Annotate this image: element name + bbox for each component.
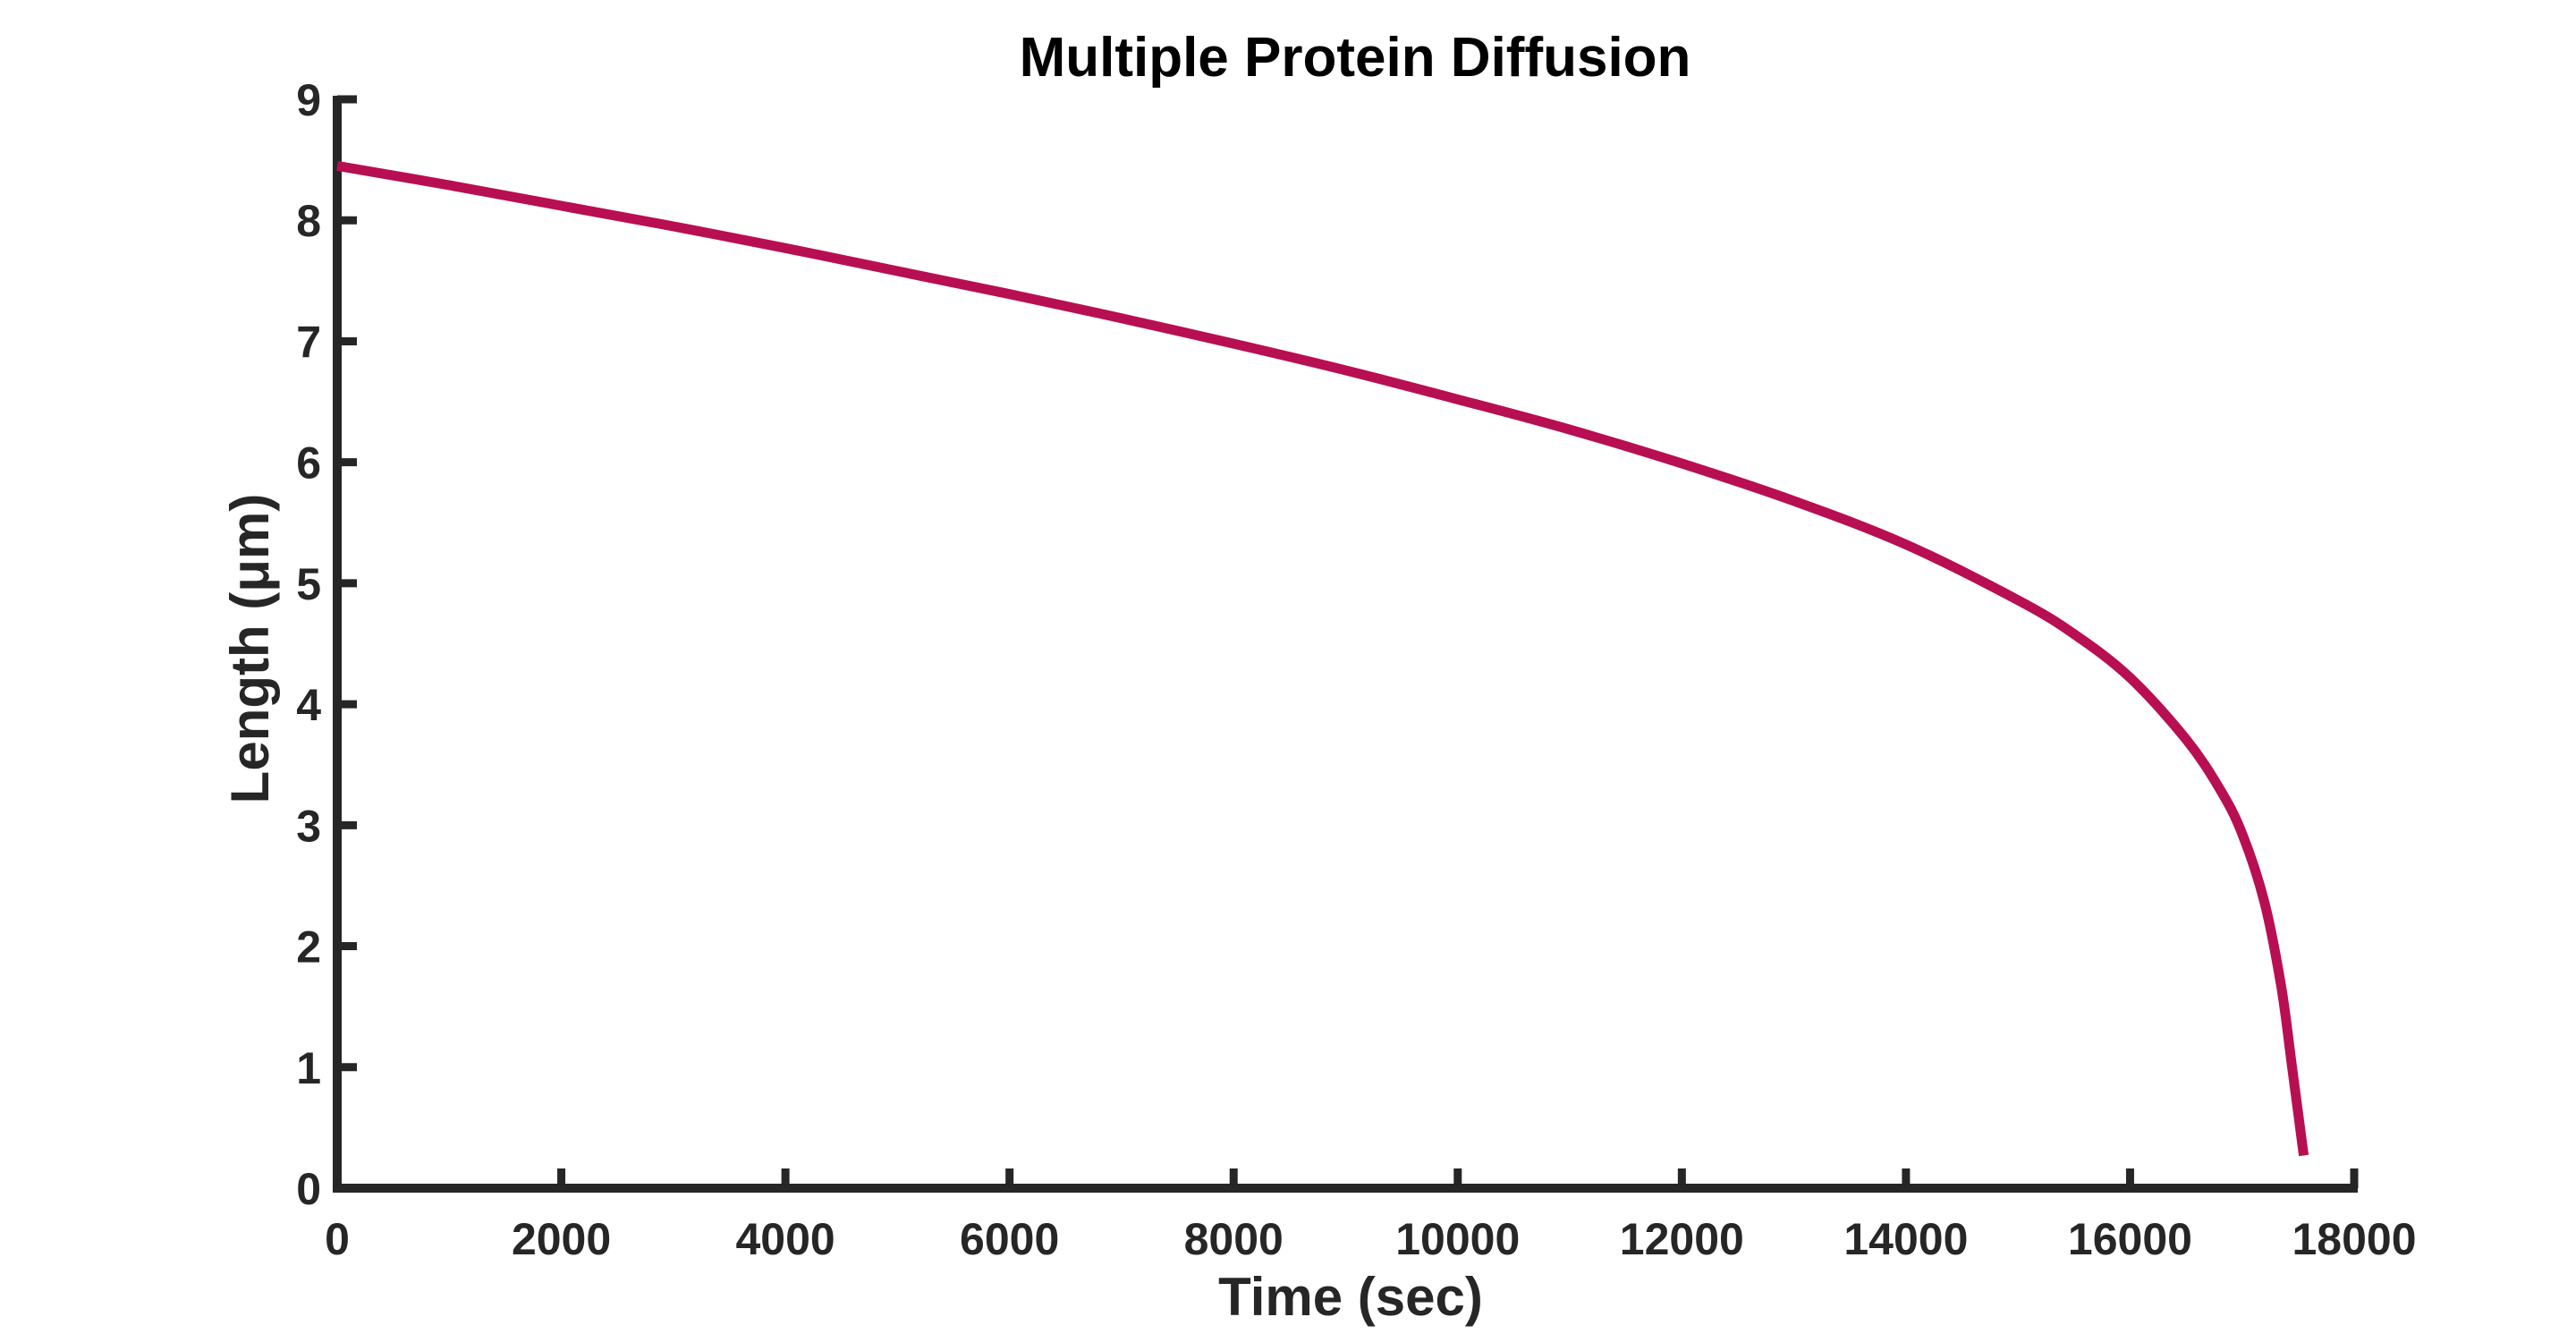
x-tick-label: 0 <box>325 1214 350 1264</box>
y-tick-label: 6 <box>296 438 321 489</box>
axes: 0 2000 4000 6000 8000 10000 12000 14000 16000 180… <box>296 75 2416 1264</box>
x-tick-label: 2000 <box>512 1214 611 1264</box>
x-tick-label: 18000 <box>2292 1214 2416 1264</box>
chart-title: Multiple Protein Diffusion <box>1020 27 1691 89</box>
y-tick-label: 8 <box>296 196 321 246</box>
x-tick-label: 6000 <box>960 1214 1059 1264</box>
x-tick-label: 8000 <box>1184 1214 1284 1264</box>
y-tick-label: 9 <box>296 75 321 125</box>
y-tick-label: 0 <box>296 1164 321 1214</box>
y-tick-label: 4 <box>296 680 321 730</box>
y-tick-label: 2 <box>296 922 321 973</box>
x-tick-label: 4000 <box>735 1214 835 1264</box>
plot-series <box>336 160 2309 1157</box>
x-tick-label: 12000 <box>1620 1214 1744 1264</box>
y-tick-label: 5 <box>296 559 321 609</box>
y-tick-label: 3 <box>296 801 321 851</box>
x-axis-label: Time (sec) <box>1218 1267 1483 1327</box>
y-axis-label: Length (μm) <box>220 494 280 804</box>
x-tick-label: 10000 <box>1395 1214 1520 1264</box>
x-tick-label: 14000 <box>1843 1214 1968 1264</box>
x-tick-label: 16000 <box>2068 1214 2192 1264</box>
series-line <box>336 160 2309 1157</box>
y-tick-label: 7 <box>296 317 321 367</box>
y-tick-label: 1 <box>296 1043 321 1093</box>
